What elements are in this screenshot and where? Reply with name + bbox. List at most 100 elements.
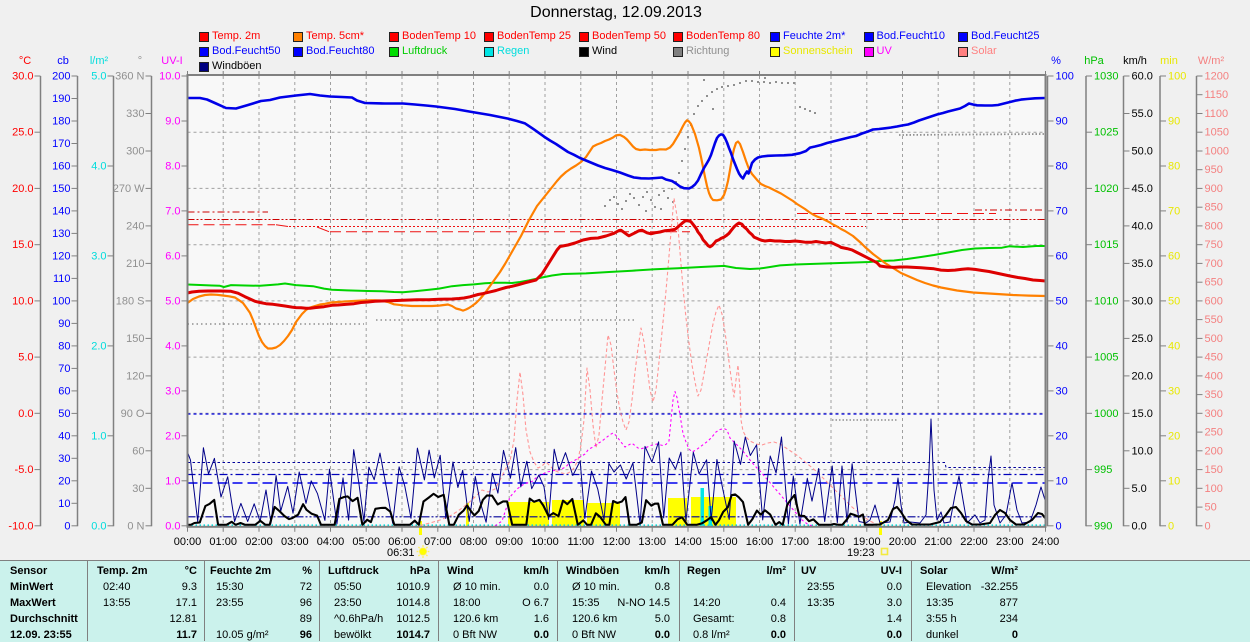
svg-text:4.0: 4.0 [91, 161, 106, 173]
svg-text:100: 100 [1168, 71, 1186, 83]
svg-text:0.0: 0.0 [1132, 520, 1147, 532]
svg-text:450: 450 [1205, 352, 1223, 364]
svg-text:180 S: 180 S [116, 295, 145, 307]
svg-text:-5.0: -5.0 [15, 464, 34, 476]
svg-text:01:00: 01:00 [209, 536, 237, 548]
svg-text:1200: 1200 [1205, 71, 1229, 83]
svg-text:3.0: 3.0 [91, 250, 106, 262]
svg-text:1.0: 1.0 [91, 430, 106, 442]
svg-text:5.0: 5.0 [1132, 483, 1147, 495]
svg-text:60: 60 [1056, 250, 1068, 262]
svg-text:l/m²: l/m² [90, 55, 109, 67]
svg-text:°C: °C [19, 55, 31, 67]
svg-text:1000: 1000 [1205, 146, 1229, 158]
svg-text:20: 20 [1168, 430, 1180, 442]
svg-text:650: 650 [1205, 277, 1223, 289]
svg-text:20: 20 [1056, 430, 1068, 442]
svg-text:1015: 1015 [1094, 239, 1118, 251]
svg-text:950: 950 [1205, 164, 1223, 176]
svg-text:20.0: 20.0 [1132, 370, 1153, 382]
svg-text:300: 300 [126, 146, 144, 158]
svg-text:50: 50 [1056, 295, 1068, 307]
svg-text:700: 700 [1205, 258, 1223, 270]
svg-text:190: 190 [52, 93, 70, 105]
svg-text:90: 90 [58, 318, 70, 330]
svg-text:14:00: 14:00 [674, 536, 702, 548]
svg-text:60: 60 [132, 445, 144, 457]
svg-text:800: 800 [1205, 220, 1223, 232]
svg-text:180: 180 [52, 116, 70, 128]
svg-text:-10.0: -10.0 [8, 520, 33, 532]
svg-text:90: 90 [1056, 116, 1068, 128]
svg-text:200: 200 [1205, 445, 1223, 457]
svg-text:900: 900 [1205, 183, 1223, 195]
svg-text:03:00: 03:00 [281, 536, 309, 548]
svg-text:°: ° [138, 55, 142, 67]
svg-text:45.0: 45.0 [1132, 183, 1153, 195]
svg-text:60: 60 [58, 385, 70, 397]
svg-text:40: 40 [58, 430, 70, 442]
svg-text:150: 150 [52, 183, 70, 195]
svg-text:06:00: 06:00 [388, 536, 416, 548]
svg-text:hPa: hPa [1084, 55, 1104, 67]
svg-text:05:00: 05:00 [352, 536, 380, 548]
svg-text:17:00: 17:00 [781, 536, 809, 548]
svg-text:19:23: 19:23 [847, 547, 875, 559]
svg-text:10: 10 [58, 498, 70, 510]
svg-text:150: 150 [1205, 464, 1223, 476]
svg-text:600: 600 [1205, 295, 1223, 307]
svg-text:0.0: 0.0 [91, 520, 106, 532]
svg-text:30: 30 [1168, 385, 1180, 397]
svg-text:1010: 1010 [1094, 295, 1118, 307]
svg-text:30.0: 30.0 [12, 71, 33, 83]
svg-text:22:00: 22:00 [960, 536, 988, 548]
svg-text:990: 990 [1094, 520, 1112, 532]
svg-text:70: 70 [1056, 205, 1068, 217]
svg-text:850: 850 [1205, 202, 1223, 214]
svg-text:0: 0 [64, 520, 70, 532]
svg-text:9.0: 9.0 [165, 116, 180, 128]
svg-text:1020: 1020 [1094, 183, 1118, 195]
svg-text:10.0: 10.0 [159, 71, 180, 83]
svg-text:3.0: 3.0 [165, 385, 180, 397]
svg-text:30.0: 30.0 [1132, 295, 1153, 307]
svg-text:5.0: 5.0 [18, 352, 33, 364]
svg-text:1025: 1025 [1094, 127, 1118, 139]
svg-text:02:00: 02:00 [245, 536, 273, 548]
svg-text:120: 120 [52, 250, 70, 262]
svg-text:08:00: 08:00 [460, 536, 488, 548]
svg-text:550: 550 [1205, 314, 1223, 326]
svg-text:50: 50 [1205, 502, 1217, 514]
svg-text:140: 140 [52, 205, 70, 217]
svg-text:360 N: 360 N [115, 71, 144, 83]
svg-text:110: 110 [53, 273, 71, 285]
svg-text:19:00: 19:00 [853, 536, 881, 548]
svg-text:210: 210 [126, 258, 144, 270]
svg-text:23:00: 23:00 [996, 536, 1024, 548]
svg-text:400: 400 [1205, 370, 1223, 382]
svg-text:12:00: 12:00 [603, 536, 631, 548]
svg-text:70: 70 [58, 363, 70, 375]
svg-text:90: 90 [1168, 116, 1180, 128]
svg-text:07:00: 07:00 [424, 536, 452, 548]
svg-text:16:00: 16:00 [746, 536, 774, 548]
svg-text:0: 0 [1168, 520, 1174, 532]
svg-text:4.0: 4.0 [165, 340, 180, 352]
svg-text:11:00: 11:00 [567, 536, 594, 548]
svg-text:8.0: 8.0 [165, 161, 180, 173]
svg-text:100: 100 [1056, 71, 1074, 83]
svg-text:80: 80 [1168, 161, 1180, 173]
svg-text:160: 160 [52, 161, 70, 173]
svg-text:500: 500 [1205, 333, 1223, 345]
svg-text:2.0: 2.0 [91, 340, 106, 352]
svg-text:15:00: 15:00 [710, 536, 738, 548]
svg-text:0.0: 0.0 [18, 408, 33, 420]
svg-text:0: 0 [1056, 520, 1062, 532]
svg-text:km/h: km/h [1123, 55, 1147, 67]
svg-text:60.0: 60.0 [1132, 71, 1153, 83]
svg-text:300: 300 [1205, 408, 1223, 420]
svg-text:13:00: 13:00 [638, 536, 666, 548]
svg-text:55.0: 55.0 [1132, 108, 1153, 120]
svg-text:40: 40 [1056, 340, 1068, 352]
svg-text:10.0: 10.0 [12, 295, 33, 307]
